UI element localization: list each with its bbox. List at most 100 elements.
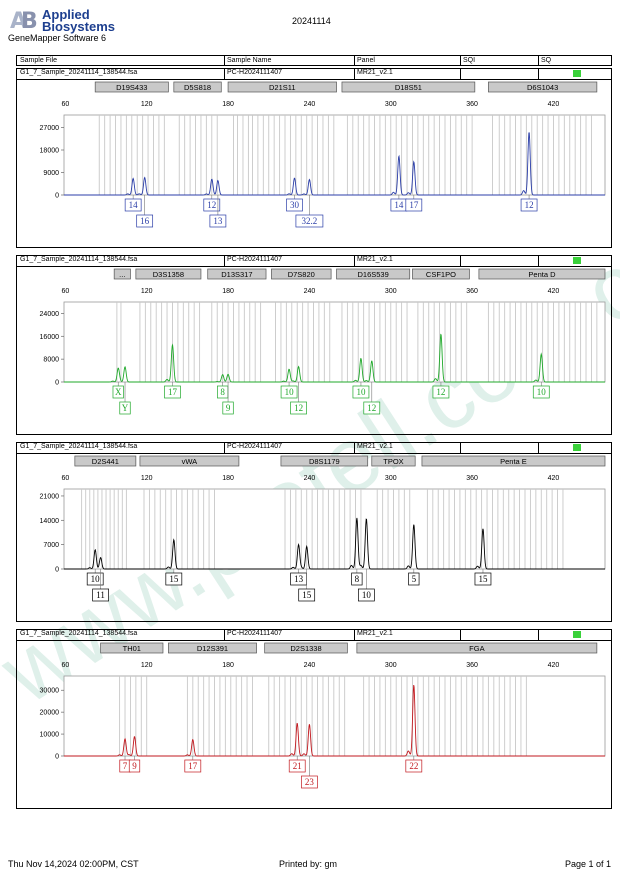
sample-row: G1_7_Sample_20241114_138544.fsa PC-H20241… — [17, 69, 611, 80]
footer-date: Thu Nov 14,2024 02:00PM, CST — [8, 859, 139, 869]
panel-name: MR21_v2.1 — [357, 630, 393, 637]
y-tick-label: 21000 — [40, 493, 60, 500]
allele-call-box — [288, 759, 306, 773]
signal-trace — [64, 517, 605, 570]
marker-box — [478, 268, 606, 280]
allele-call-box — [432, 385, 450, 399]
header-sqi: SQI — [463, 57, 476, 64]
x-tick-label: 180 — [222, 101, 234, 108]
dye-panel: G1_7_Sample_20241114_138544.fsa PC-H20241… — [16, 255, 612, 435]
allele-call-label: 15 — [169, 574, 179, 584]
allele-call-box — [408, 572, 420, 586]
sample-name: PC-H2024111407 — [227, 443, 283, 450]
allele-call-box — [520, 198, 538, 212]
marker-box — [421, 455, 606, 467]
sample-row: G1_7_Sample_20241114_138544.fsa PC-H20241… — [17, 630, 611, 641]
allele-call-label: 8 — [355, 574, 360, 584]
marker-label: TPOX — [383, 457, 403, 466]
allele-call-box — [405, 198, 423, 212]
marker-box — [336, 268, 411, 280]
allele-call-box — [290, 401, 307, 415]
marker-box — [74, 455, 137, 467]
allele-call-box — [301, 775, 318, 789]
y-tick-label: 9000 — [43, 170, 59, 177]
allele-call-box — [358, 588, 375, 602]
sq-status-indicator — [573, 444, 581, 451]
marker-box — [412, 268, 470, 280]
allele-call-box — [164, 385, 181, 399]
y-tick-label: 16000 — [40, 334, 60, 341]
marker-box — [207, 268, 267, 280]
allele-call-box — [119, 401, 131, 415]
x-tick-label: 120 — [141, 101, 153, 108]
x-tick-label: 240 — [304, 662, 316, 669]
allele-call-label: 12 — [525, 200, 534, 210]
y-tick-label: 14000 — [40, 518, 60, 525]
dye-panel: G1_7_Sample_20241114_138544.fsa PC-H20241… — [16, 629, 612, 809]
x-tick-label: 420 — [548, 288, 560, 295]
x-tick-label: 60 — [61, 662, 69, 669]
footer-printed-by: Printed by: gm — [279, 859, 338, 869]
allele-call-label: 15 — [478, 574, 488, 584]
allele-call-box — [165, 572, 183, 586]
sample-name: PC-H2024111407 — [227, 69, 283, 76]
allele-call-label: 10 — [356, 387, 366, 397]
sq-status-indicator — [573, 631, 581, 638]
allele-call-label: 23 — [305, 777, 315, 787]
x-tick-label: 120 — [141, 662, 153, 669]
allele-call-label: 21 — [293, 761, 302, 771]
allele-call-label: 10 — [91, 574, 101, 584]
allele-call-label: 13 — [294, 574, 304, 584]
marker-label: FGA — [469, 644, 484, 653]
marker-label: D8S1179 — [309, 457, 340, 466]
sample-file: G1_7_Sample_20241114_138544.fsa — [20, 256, 138, 263]
dye-panel: G1_7_Sample_20241114_138544.fsa PC-H20241… — [16, 442, 612, 622]
allele-call-box — [203, 198, 221, 212]
allele-call-box — [112, 385, 124, 399]
x-tick-label: 300 — [385, 288, 397, 295]
sample-row: G1_7_Sample_20241114_138544.fsa PC-H20241… — [17, 443, 611, 454]
x-tick-label: 240 — [304, 288, 316, 295]
x-tick-label: 180 — [222, 475, 234, 482]
allele-call-box — [298, 588, 316, 602]
electropherogram-chart: D2S441 vWA D8S1179 TPOX Penta E 60 120 180 240 30… — [40, 455, 606, 602]
allele-call-box — [405, 759, 423, 773]
allele-call-label: 16 — [140, 216, 150, 226]
panel-name: MR21_v2.1 — [357, 69, 393, 76]
x-tick-label: 120 — [141, 288, 153, 295]
ab-logo-icon: A B — [10, 9, 38, 34]
allele-call-label: 15 — [302, 590, 312, 600]
signal-trace — [64, 684, 605, 757]
marker-box — [356, 642, 598, 654]
sample-name: PC-H2024111407 — [227, 630, 283, 637]
logo-text-biosystems: Biosystems — [42, 19, 115, 34]
marker-label: D2S441 — [92, 457, 119, 466]
allele-call-label: 22 — [409, 761, 418, 771]
sample-file: G1_7_Sample_20241114_138544.fsa — [20, 69, 138, 76]
allele-call-box — [92, 588, 109, 602]
x-tick-label: 240 — [304, 101, 316, 108]
allele-call-label: 17 — [168, 387, 178, 397]
allele-call-label: 12 — [436, 387, 445, 397]
y-tick-label: 0 — [55, 380, 59, 387]
marker-label: TH01 — [123, 644, 141, 653]
y-tick-label: 18000 — [40, 148, 60, 155]
allele-call-label: 12 — [294, 403, 303, 413]
allele-call-box — [222, 401, 234, 415]
sample-name: PC-H2024111407 — [227, 256, 283, 263]
marker-box — [371, 455, 416, 467]
allele-call-box — [532, 385, 550, 399]
marker-label: D21S11 — [269, 83, 296, 92]
y-tick-label: 20000 — [40, 710, 60, 717]
svg-text:B: B — [21, 9, 38, 34]
plot-area — [63, 301, 606, 383]
signal-trace — [64, 132, 605, 196]
sample-row: G1_7_Sample_20241114_138544.fsa PC-H20241… — [17, 256, 611, 267]
allele-call-box — [363, 401, 381, 415]
x-tick-label: 120 — [141, 475, 153, 482]
allele-call-box — [286, 198, 303, 212]
y-tick-label: 27000 — [40, 125, 60, 132]
x-tick-label: 360 — [466, 101, 478, 108]
marker-box — [100, 642, 164, 654]
header-sample-file: Sample File — [20, 57, 57, 64]
